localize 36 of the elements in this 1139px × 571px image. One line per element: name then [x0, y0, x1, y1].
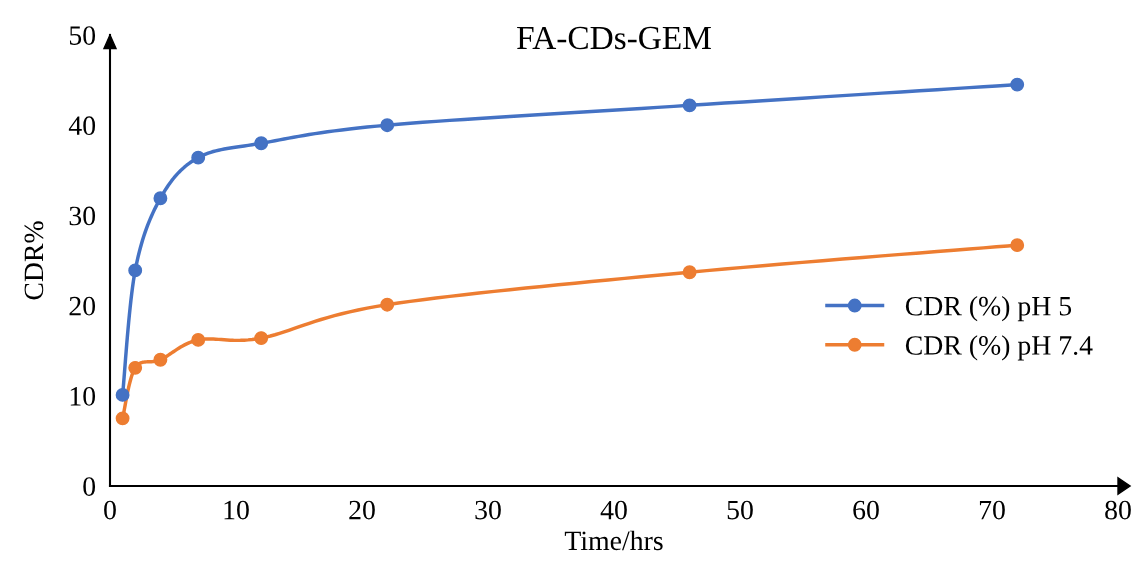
point: [128, 263, 143, 278]
point: [115, 411, 130, 426]
x-tick-label: 80: [1105, 500, 1131, 520]
x-tick-label: 20: [349, 500, 375, 520]
y-tick-label: 50: [69, 26, 96, 45]
x-tick-label: 40: [600, 500, 627, 520]
point: [254, 331, 269, 346]
y-axis-title: CDR%: [24, 221, 44, 300]
point: [191, 150, 206, 165]
point: [128, 360, 143, 375]
y-tick-label: 40: [68, 116, 96, 136]
point: [1010, 77, 1025, 92]
x-tick-label: 10: [224, 500, 249, 520]
y-tick-label: 20: [69, 296, 96, 316]
point: [115, 387, 130, 402]
point: [254, 136, 269, 151]
y-tick-label: 0: [83, 477, 96, 496]
point: [380, 297, 395, 312]
legend-label: CDR (%) pH 7.4: [905, 335, 1093, 361]
point: [380, 118, 395, 133]
point: [153, 191, 168, 206]
point: [682, 265, 697, 280]
y-tick-label: 30: [69, 206, 96, 226]
y-tick-label: 10: [70, 386, 96, 406]
chart-title: FA-CDs-GEM: [517, 26, 711, 50]
point: [153, 352, 168, 367]
legend-label: CDR (%) pH 5: [905, 296, 1072, 322]
x-tick-label: 70: [979, 500, 1005, 520]
point: [682, 98, 697, 113]
x-tick-label: 50: [727, 500, 753, 520]
point: [1010, 238, 1025, 253]
x-tick-label: 30: [475, 500, 501, 520]
x-tick-label: 60: [853, 500, 879, 520]
x-tick-label: 0: [104, 500, 116, 520]
point: [191, 332, 206, 347]
x-axis-title: Time/hrs: [564, 530, 663, 551]
